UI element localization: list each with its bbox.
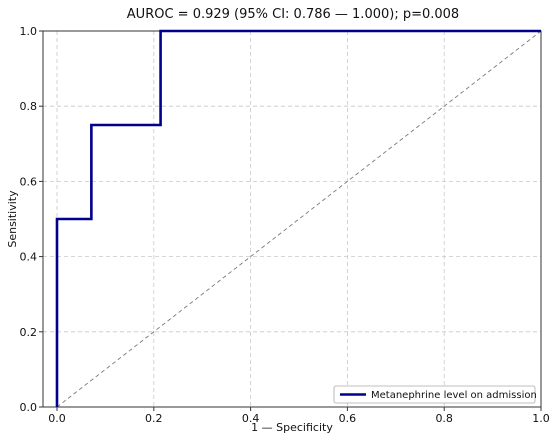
y-tick-label: 0.4 xyxy=(20,251,38,264)
x-tick-label: 0.4 xyxy=(242,412,260,425)
grid-lines xyxy=(43,30,542,408)
y-tick-label: 0.0 xyxy=(20,401,38,414)
y-axis-label: Sensitivity xyxy=(6,190,19,248)
reference-diagonal-line xyxy=(56,30,542,408)
x-tick-label: 0.2 xyxy=(145,412,163,425)
plot-frame xyxy=(42,30,542,408)
y-tick-label: 0.8 xyxy=(20,100,38,113)
x-tick-label: 0.6 xyxy=(339,412,357,425)
legend-label: Metanephrine level on admission xyxy=(371,390,537,401)
x-axis-ticks: 0.0 0.2 0.4 0.6 0.8 1.0 xyxy=(48,407,550,425)
y-axis-ticks: 0.0 0.2 0.4 0.6 0.8 1.0 xyxy=(20,25,43,414)
x-axis-label: 1 — Specificity xyxy=(251,421,333,434)
chart-title: AUROC = 0.929 (95% CI: 0.786 — 1.000); p… xyxy=(127,7,459,22)
y-tick-label: 0.6 xyxy=(20,175,38,188)
x-tick-label: 1.0 xyxy=(532,412,550,425)
x-tick-label: 0.8 xyxy=(435,412,453,425)
roc-curve xyxy=(55,29,541,407)
y-tick-label: 1.0 xyxy=(20,25,38,38)
y-tick-label: 0.2 xyxy=(20,326,38,339)
legend: Metanephrine level on admission xyxy=(333,385,537,404)
x-tick-label: 0.0 xyxy=(48,412,66,425)
legend-box xyxy=(333,385,536,404)
